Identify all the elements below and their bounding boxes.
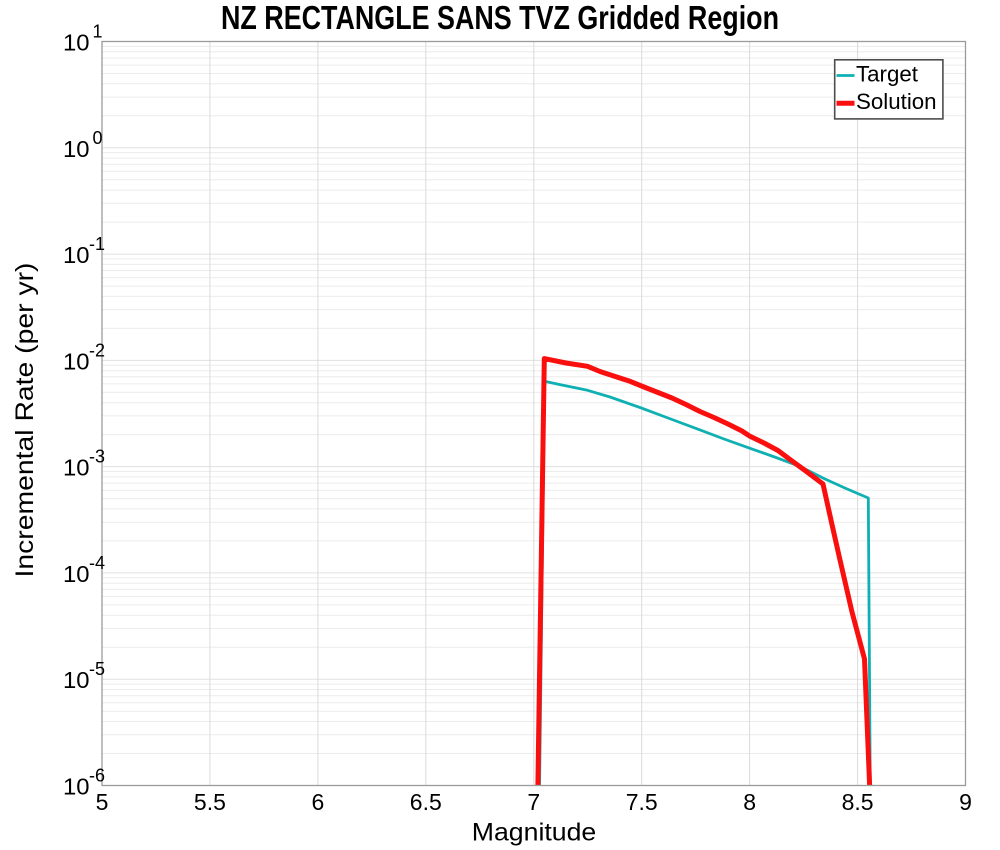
- svg-text:Incremental Rate (per yr): Incremental Rate (per yr): [11, 263, 39, 578]
- svg-text:10: 10: [63, 455, 90, 481]
- svg-text:-5: -5: [89, 659, 105, 679]
- svg-text:1: 1: [93, 22, 103, 42]
- svg-text:6.5: 6.5: [410, 789, 442, 815]
- svg-text:-4: -4: [89, 553, 105, 573]
- svg-text:10: 10: [63, 667, 90, 693]
- svg-text:10: 10: [63, 561, 90, 587]
- svg-text:9: 9: [959, 789, 972, 815]
- svg-text:10: 10: [63, 774, 90, 800]
- svg-text:Magnitude: Magnitude: [472, 819, 597, 847]
- svg-text:8: 8: [743, 789, 756, 815]
- svg-text:NZ RECTANGLE SANS TVZ Gridded: NZ RECTANGLE SANS TVZ Gridded Region: [221, 0, 779, 36]
- svg-text:10: 10: [63, 30, 90, 56]
- svg-text:0: 0: [93, 128, 103, 148]
- svg-text:7: 7: [527, 789, 540, 815]
- svg-text:-6: -6: [89, 766, 105, 786]
- svg-text:5.5: 5.5: [194, 789, 226, 815]
- svg-text:7.5: 7.5: [626, 789, 658, 815]
- svg-text:10: 10: [63, 242, 90, 268]
- svg-text:6: 6: [312, 789, 325, 815]
- svg-text:10: 10: [63, 348, 90, 374]
- svg-text:8.5: 8.5: [842, 789, 874, 815]
- svg-text:-3: -3: [89, 447, 105, 467]
- svg-text:10: 10: [63, 136, 90, 162]
- svg-text:-2: -2: [89, 340, 105, 360]
- svg-text:Target: Target: [856, 61, 919, 86]
- svg-text:5: 5: [96, 789, 109, 815]
- svg-text:-1: -1: [89, 234, 105, 254]
- svg-text:Solution: Solution: [856, 89, 937, 114]
